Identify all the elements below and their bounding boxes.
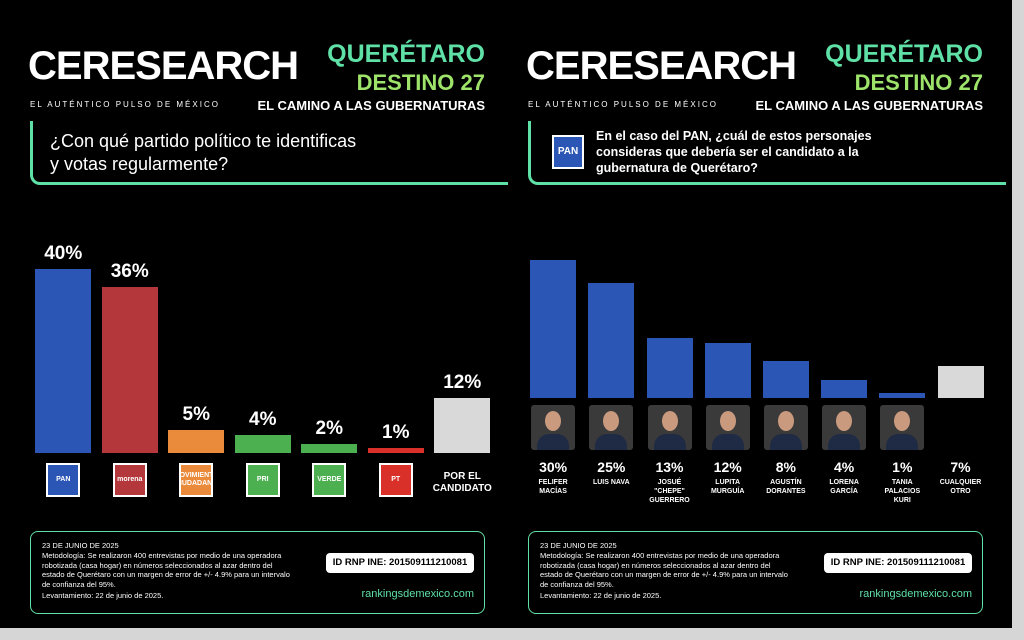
party-logo: PRI — [245, 463, 280, 497]
value-label: 8% — [775, 459, 796, 475]
photo-face — [661, 411, 678, 431]
photo-body — [886, 434, 919, 450]
value-label: 1% — [892, 459, 913, 475]
value-label: 12% — [443, 371, 482, 393]
kicker: EL CAMINO A LAS GUBERNATURAS — [257, 98, 486, 113]
bar — [646, 338, 693, 398]
bar — [762, 361, 809, 398]
bar — [101, 287, 158, 453]
bar — [879, 393, 926, 398]
footer-methodology: Metodología: Se realizaron 400 entrevist… — [42, 551, 290, 589]
party-logo: VERDE — [312, 463, 347, 497]
brand: CERESEARCH — [526, 44, 797, 88]
brand: CERESEARCH — [28, 44, 299, 88]
bar — [937, 365, 984, 398]
footer-date: 23 DE JUNIO DE 2025 — [540, 541, 617, 550]
page: CERESEARCH EL AUTÉNTICO PULSO DE MÉXICO QU… — [0, 0, 1012, 628]
question: ¿Con qué partido político te identificas… — [50, 131, 357, 174]
question-box — [528, 121, 1006, 185]
value-label: 40% — [44, 243, 83, 264]
subtitle: DESTINO 27 — [854, 70, 983, 95]
value-label: 1% — [382, 422, 410, 444]
bar — [35, 269, 92, 453]
value-label: 36% — [110, 261, 149, 283]
subtitle: DESTINO 27 — [356, 70, 485, 95]
rnp-badge: ID RNP INE: 201509111210081 — [824, 553, 972, 573]
bar — [234, 434, 291, 453]
value-label: 5% — [182, 404, 210, 425]
photo-face — [603, 411, 620, 431]
footer-box — [30, 531, 485, 614]
value-label: 30% — [539, 459, 568, 475]
bar — [301, 443, 358, 453]
footer-url: rankingsdemexico.com — [859, 588, 973, 600]
value-label: 12% — [713, 459, 742, 475]
value-label: 2% — [315, 417, 343, 439]
party-logo: PAN — [46, 463, 81, 497]
value-label: 4% — [249, 408, 277, 430]
photo-face — [545, 411, 562, 431]
category-label: LORENA GARCÍA — [829, 479, 859, 495]
kicker: EL CAMINO A LAS GUBERNATURAS — [755, 98, 984, 113]
tagline: EL AUTÉNTICO PULSO DE MÉXICO — [528, 100, 718, 109]
bar — [704, 342, 751, 398]
photo-face — [894, 411, 911, 431]
category-label: LUPITA MURGUÍA — [710, 479, 745, 495]
bar — [434, 397, 491, 453]
category-label: JOSUÉ "CHEPE" GUERRERO — [649, 479, 690, 504]
photo-body — [537, 434, 570, 450]
category-label: LUIS NAVA — [592, 479, 630, 486]
photo-body — [711, 434, 744, 450]
photo-face — [719, 411, 736, 431]
bar — [588, 283, 635, 398]
category-label: AGUSTÍN DORANTES — [766, 479, 806, 495]
bar — [367, 448, 424, 453]
photo-body — [828, 434, 861, 450]
footer-fieldwork: Levantamiento: 22 de junio de 2025. — [540, 591, 662, 600]
party-logo: morena — [112, 463, 147, 497]
footer-url: rankingsdemexico.com — [361, 588, 475, 600]
question-box — [30, 121, 508, 185]
photo-body — [653, 434, 686, 450]
footer-methodology: Metodología: Se realizaron 400 entrevist… — [540, 551, 788, 589]
footer-date: 23 DE JUNIO DE 2025 — [42, 541, 119, 550]
panel — [18, 18, 508, 625]
category-label: TANIA PALACIOS KURI — [884, 479, 921, 504]
party-logo: MOVIMIENTO CIUDADANO — [179, 463, 214, 497]
question: En el caso del PAN, ¿cuál de estos perso… — [596, 129, 872, 175]
value-label: 13% — [655, 459, 684, 475]
value-label: 7% — [950, 459, 971, 475]
party-logo: PT — [378, 463, 413, 497]
photo-face — [777, 411, 794, 431]
bar — [168, 430, 225, 453]
bar — [821, 379, 868, 398]
photo-face — [836, 411, 853, 431]
tagline: EL AUTÉNTICO PULSO DE MÉXICO — [30, 100, 220, 109]
footer-box — [528, 531, 983, 614]
title-logo: PAN — [552, 135, 584, 169]
region: QUERÉTARO — [825, 40, 983, 68]
category-label: CUALQUIER OTRO — [939, 479, 982, 495]
footer-fieldwork: Levantamiento: 22 de junio de 2025. — [42, 591, 164, 600]
photo-body — [595, 434, 628, 450]
category-label: FELIFER MACÍAS — [538, 479, 568, 495]
region: QUERÉTARO — [327, 40, 485, 68]
category-label: POR EL CANDIDATO — [432, 471, 492, 494]
photo-body — [769, 434, 802, 450]
bar — [530, 260, 577, 398]
value-label: 25% — [597, 459, 626, 475]
rnp-badge: ID RNP INE: 201509111210081 — [326, 553, 474, 573]
value-label: 4% — [833, 459, 855, 475]
